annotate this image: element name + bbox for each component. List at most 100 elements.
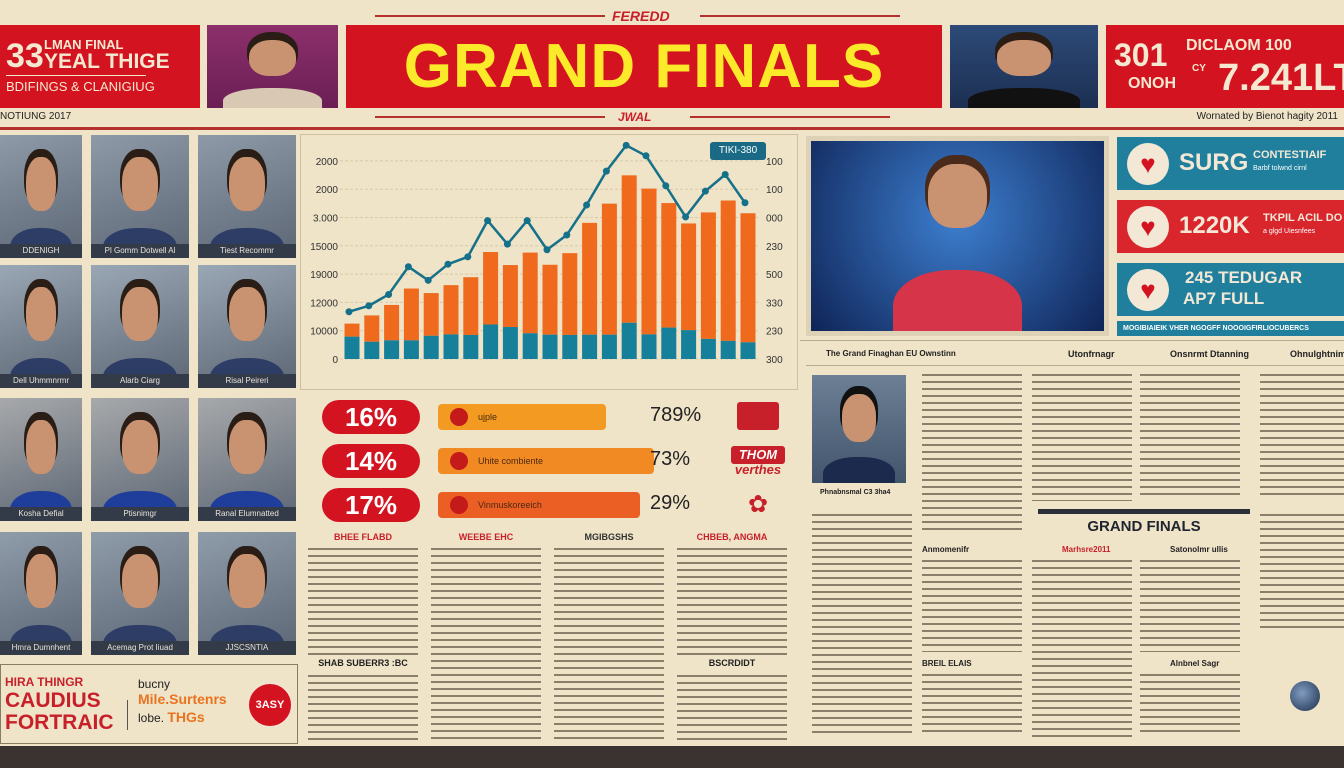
stat-value: 73% [650,448,691,470]
bar-top-segment [681,223,697,331]
heart-icon: ♥ [1127,142,1169,185]
portrait-photo [26,287,56,342]
heart-icon: ♥ [1127,268,1169,311]
header-photo-man [950,25,1098,108]
y-tick-left: 0 [332,355,338,366]
stat-pill: 14% [322,444,420,478]
trend-point [701,187,709,195]
contestant-card[interactable]: Risal Peireri [198,265,296,388]
live-video-frame [806,136,1109,336]
trend-point [741,199,749,207]
contestant-card[interactable]: Pl Gomm Dotwell Al [91,135,189,258]
news-text [922,371,1022,531]
promo-highlight: Mile.Surtenrs [138,691,227,707]
chart-panel [300,134,798,390]
contestant-card[interactable]: JJSCSNTIA [198,532,296,655]
contestant-card[interactable]: Hmra Dumnhent [0,532,82,655]
header-right-big: 7.241LT [1218,57,1344,99]
trend-point [602,167,610,175]
y-tick-left: 2000 [316,185,339,196]
y-tick-left: 10000 [310,327,338,338]
bar-base-segment [502,327,518,359]
contestant-caption: Dell Uhmmnrmr [0,374,82,388]
news-sub-head: Marhsre2011 [1062,545,1111,554]
tile-strip-text: MOGIBIAIEIK VHER NGOGFF NOOOIGFIRLIOCUBE… [1123,325,1309,332]
heart-icon: ♥ [1127,205,1169,248]
globe-logo-icon [1290,681,1320,711]
y-tick-left: 12000 [310,298,338,309]
bar-top-segment [403,288,419,341]
stat-badge-box [731,446,785,464]
contestant-card[interactable]: Ptisnimgr [91,398,189,521]
contestant-card[interactable]: Dell Uhmmnrmr [0,265,82,388]
top-tag: FEREDD [612,8,670,24]
contestant-caption: Pl Gomm Dotwell Al [91,244,189,258]
contestant-card[interactable]: Tiest Recommr [198,135,296,258]
stat-tile: ♥ SURG CONTESTIAIF Barbf tolwnd cirnl [1117,137,1344,190]
trend-point [484,217,492,225]
promo-kicker: HIRA THINGR [5,675,84,689]
contestant-caption: Acemag Prot Iiuad [91,641,189,655]
trend-point [404,263,412,271]
stat-bar-icon [450,408,468,426]
news-text [1260,511,1344,631]
news-sub-head: Anmomenifr [922,545,970,554]
y-tick-right: 230 [766,327,783,338]
bar-base-segment [661,327,677,359]
news-col-head-2: Onsnrmt Dtanning [1170,349,1249,359]
stat-badge-icon-house [737,402,779,430]
y-tick-right: 230 [766,242,783,253]
tile-sub: a glgd Uiesnfees [1263,228,1316,235]
y-tick-left: 2000 [316,157,339,168]
bar-top-segment [542,264,558,335]
stat-label: Uhite combiente [478,456,544,466]
bar-top-segment [700,212,716,339]
trend-point [622,141,630,149]
news-sub-head: BREIL ELAIS [922,659,972,668]
news-sub-head: Satonolmr ullis [1170,545,1228,554]
bar-base-segment [463,334,479,359]
contestant-card[interactable]: Kosha Defial [0,398,82,521]
bar-base-segment [740,342,756,359]
promo-title1: CAUDIUS [5,689,101,712]
tile-big: SURG [1179,149,1249,176]
contestant-card[interactable]: DDENIGH [0,135,82,258]
contestant-caption: Ranal Elumnatted [198,507,296,521]
news-portrait [812,375,906,483]
header-left-line2: YEAL THIGE [44,50,170,73]
article-heading: BHEE FLABD [334,532,392,542]
stat-bar: Vinmuskoreeich [438,492,640,518]
promo-small1: bucny [138,677,171,691]
stat-value: 29% [650,492,691,514]
bar-top-segment [502,265,518,328]
portrait-photo [122,157,158,212]
bottom-tag: JWAL [618,110,652,124]
portrait-photo [26,157,56,212]
trend-point [365,302,373,310]
header-divider [0,127,1344,130]
bar-top-segment [601,203,617,335]
footer-strip [0,746,1344,768]
y-tick-right: 330 [766,298,783,309]
promo-badge-text: 3ASY [255,699,285,711]
header-left-line1: LMAN FINAL [44,37,124,52]
stat-pill: 16% [322,400,420,434]
stat-value: 789% [650,404,702,426]
article-text [431,545,541,740]
bar-base-segment [344,336,360,359]
portrait-photo [229,287,265,342]
contestant-card[interactable]: Alarb Ciarg [91,265,189,388]
trend-point [583,201,591,209]
promo-highlight2: THGs [167,709,205,725]
contestant-card[interactable]: Ranal Elumnatted [198,398,296,521]
article-heading: CHBEB, ANGMA [696,532,768,542]
news-col-head-3: Ohnulghtnim [1290,349,1344,359]
article-subheading: BSCRDIDT [708,658,756,668]
article-text [677,545,787,655]
news-photo-caption: Phnabnsmal C3 3ha4 [820,489,891,496]
stat-bar: ujple [438,404,606,430]
bottom-tag-rule-right [690,116,890,118]
article-text [308,545,418,655]
stat-bar-icon [450,452,468,470]
contestant-card[interactable]: Acemag Prot Iiuad [91,532,189,655]
